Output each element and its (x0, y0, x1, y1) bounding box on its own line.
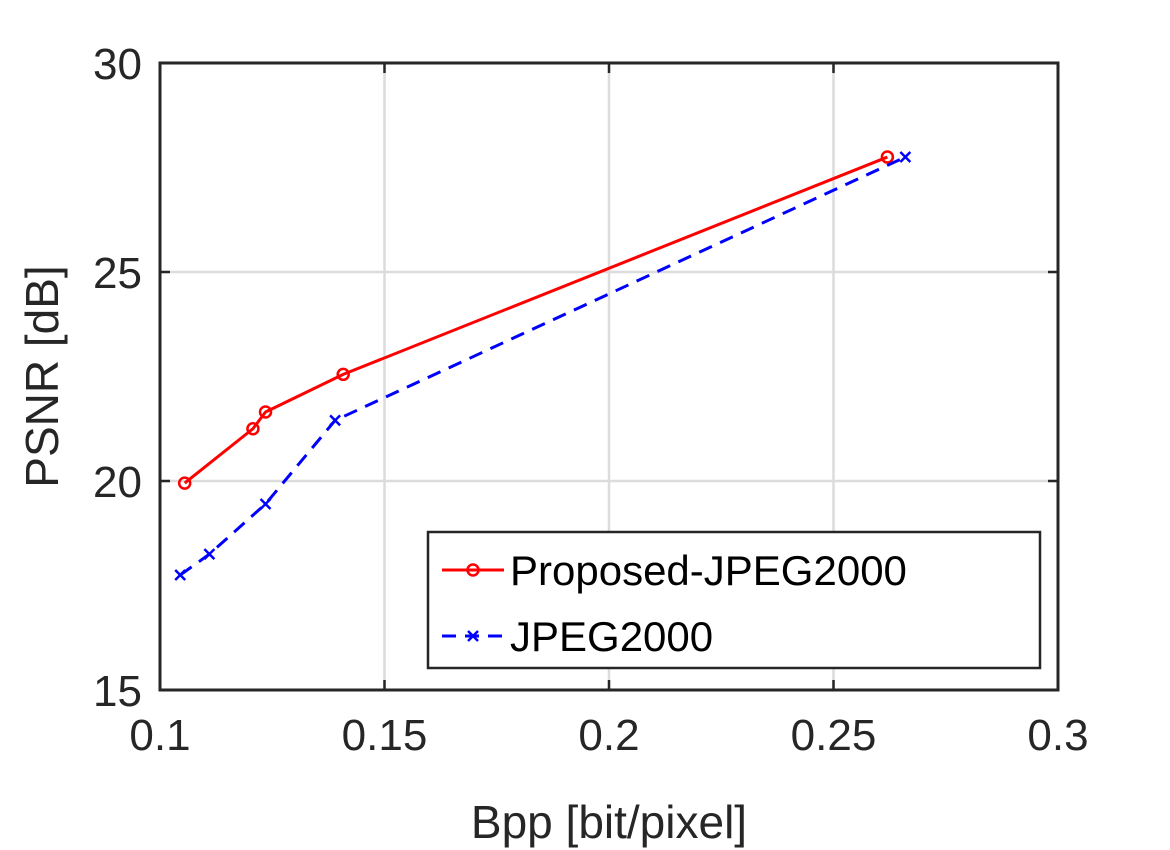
data-point (258, 405, 273, 419)
legend-entry: Proposed-JPEG2000 (442, 547, 907, 594)
legend-marker (467, 630, 479, 642)
data-point (329, 414, 341, 427)
legend: Proposed-JPEG2000 JPEG2000 (426, 530, 1042, 670)
data-point (203, 548, 216, 561)
marker-stroke (329, 414, 341, 427)
marker-stroke (259, 498, 272, 510)
data-point (259, 498, 272, 510)
series-line (183, 155, 888, 485)
x-tick-labels: 0.1 0.15 0.2 0.25 0.3 (129, 711, 1088, 760)
y-tick-label: 20 (93, 458, 142, 507)
legend-marker (466, 563, 480, 577)
x-tick-label: 0.3 (1027, 711, 1088, 760)
legend-entry: JPEG2000 (442, 613, 713, 660)
y-tick-label: 25 (93, 249, 142, 298)
series-layer (174, 150, 912, 581)
series-line (179, 155, 906, 577)
x-tick-label: 0.1 (129, 711, 190, 760)
series-jpeg2000 (174, 151, 912, 581)
data-point (336, 367, 350, 382)
marker-stroke (174, 569, 187, 581)
x-axis-label: Bpp [bit/pixel] (471, 796, 747, 848)
data-point (177, 476, 192, 490)
data-point (880, 150, 895, 164)
y-tick-label: 15 (93, 667, 142, 716)
data-point (899, 151, 912, 163)
y-axis-label: PSNR [dB] (16, 265, 68, 487)
data-point (174, 569, 187, 581)
legend-entries: Proposed-JPEG2000 JPEG2000 (442, 547, 907, 660)
legend-label: Proposed-JPEG2000 (510, 547, 907, 594)
legend-label: JPEG2000 (510, 613, 713, 660)
data-point (246, 422, 260, 436)
series-proposed-jpeg2000 (177, 150, 895, 490)
marker-stroke (203, 548, 216, 561)
x-tick-label: 0.15 (342, 711, 428, 760)
y-tick-labels: 15 20 25 30 (93, 40, 142, 716)
x-tick-label: 0.25 (791, 711, 877, 760)
axis-ticks (158, 61, 1060, 692)
legend-box (426, 530, 1042, 670)
grid-lines (160, 63, 1058, 690)
marker-stroke (899, 151, 912, 163)
marker-stroke (467, 630, 479, 642)
x-tick-label: 0.2 (578, 711, 639, 760)
y-tick-label: 30 (93, 40, 142, 89)
